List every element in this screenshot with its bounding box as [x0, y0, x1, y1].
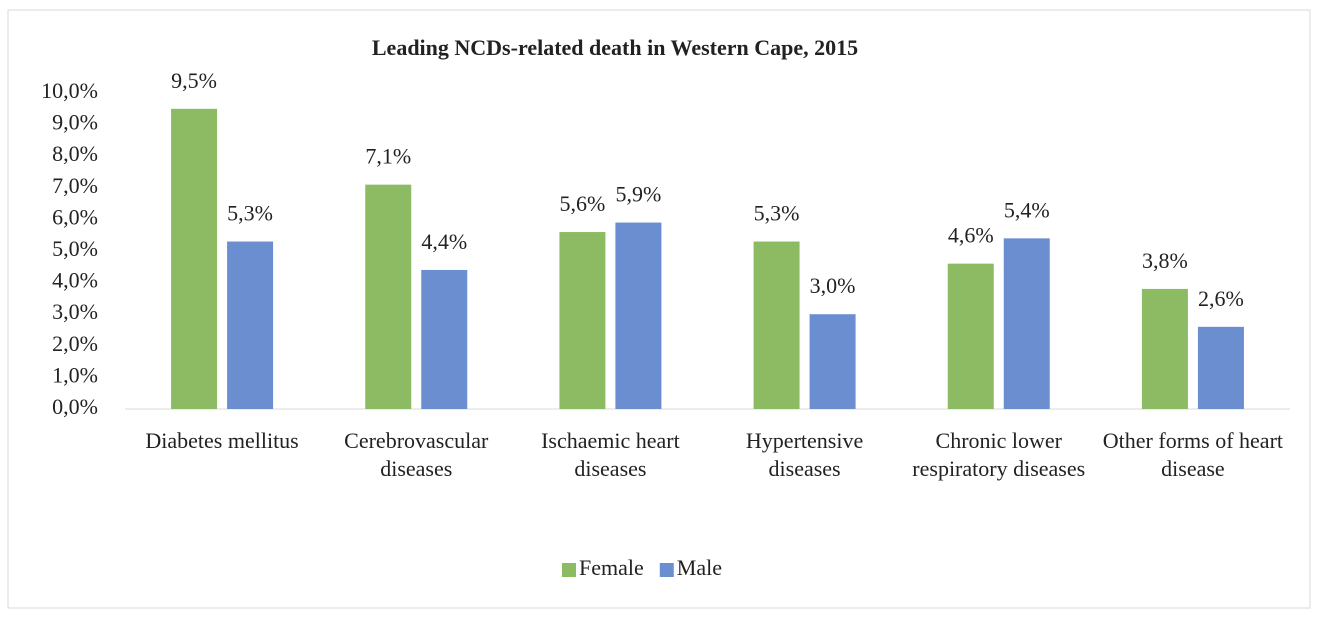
bar — [1003, 238, 1050, 409]
data-label: 4,4% — [421, 229, 467, 254]
bar — [753, 241, 800, 409]
y-tick-label: 1,0% — [52, 362, 98, 387]
bar — [227, 241, 274, 409]
bar — [171, 108, 218, 410]
legend-label: Male — [677, 555, 722, 580]
x-tick-label: Ischaemic heart diseases — [541, 428, 680, 481]
legend-swatch — [562, 563, 576, 577]
data-label: 3,8% — [1142, 248, 1188, 273]
y-tick-label: 9,0% — [52, 110, 98, 135]
data-label: 9,5% — [171, 68, 217, 93]
x-tick-label: Diabetes mellitus — [145, 428, 299, 453]
data-label: 5,6% — [560, 191, 606, 216]
data-label: 5,3% — [754, 201, 800, 226]
data-label: 7,1% — [365, 144, 411, 169]
data-label: 5,3% — [227, 201, 273, 226]
chart-title: Leading NCDs-related death in Western Ca… — [372, 35, 858, 60]
x-tick-label: Cerebrovascular diseases — [344, 428, 489, 481]
x-tick-label: Other forms of heart disease — [1102, 428, 1284, 481]
y-tick-label: 5,0% — [52, 236, 98, 261]
legend-label: Female — [579, 555, 644, 580]
data-label: 2,6% — [1198, 286, 1244, 311]
bar — [947, 263, 994, 409]
data-label: 4,6% — [948, 223, 994, 248]
bar — [615, 222, 662, 409]
bar — [421, 269, 468, 409]
bar — [1197, 326, 1244, 409]
bar — [809, 314, 856, 409]
y-tick-label: 0,0% — [52, 394, 98, 419]
y-tick-label: 10,0% — [41, 78, 98, 103]
y-tick-label: 4,0% — [52, 268, 98, 293]
y-tick-label: 3,0% — [52, 299, 98, 324]
bar — [559, 232, 606, 409]
y-tick-label: 6,0% — [52, 204, 98, 229]
bar — [365, 184, 412, 409]
data-label: 5,4% — [1004, 197, 1050, 222]
x-tick-label: Hypertensive diseases — [745, 428, 864, 481]
y-tick-label: 2,0% — [52, 331, 98, 356]
bar — [1141, 288, 1188, 409]
legend-swatch — [659, 563, 674, 577]
y-tick-label: 7,0% — [52, 173, 98, 198]
x-tick-label: Chronic lower respiratory diseases — [912, 428, 1086, 481]
y-tick-label: 8,0% — [52, 141, 98, 166]
data-label: 5,9% — [616, 182, 662, 207]
data-label: 3,0% — [810, 273, 856, 298]
